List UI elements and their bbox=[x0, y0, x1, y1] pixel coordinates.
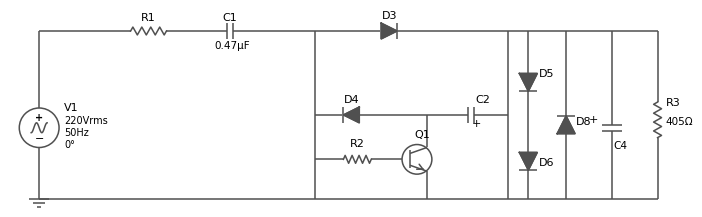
Text: D6: D6 bbox=[539, 158, 555, 168]
Text: R2: R2 bbox=[350, 140, 365, 150]
Polygon shape bbox=[343, 107, 359, 123]
Text: C2: C2 bbox=[476, 95, 491, 105]
Polygon shape bbox=[381, 23, 397, 39]
Text: 405Ω: 405Ω bbox=[665, 117, 693, 127]
Text: 0°: 0° bbox=[64, 140, 75, 150]
Text: C1: C1 bbox=[223, 13, 237, 23]
Polygon shape bbox=[519, 73, 537, 91]
Text: D4: D4 bbox=[343, 95, 359, 105]
Polygon shape bbox=[557, 116, 575, 134]
Text: 220Vrms: 220Vrms bbox=[64, 116, 108, 126]
Text: Q1: Q1 bbox=[414, 130, 430, 140]
Text: +: + bbox=[589, 115, 599, 125]
Text: −: − bbox=[34, 134, 44, 144]
Polygon shape bbox=[519, 152, 537, 170]
Text: +: + bbox=[35, 113, 44, 123]
Text: R1: R1 bbox=[141, 13, 156, 23]
Text: 0.47μF: 0.47μF bbox=[214, 41, 250, 51]
Text: D5: D5 bbox=[539, 69, 555, 79]
Text: D8: D8 bbox=[576, 117, 592, 127]
Text: +: + bbox=[472, 119, 482, 129]
Text: V1: V1 bbox=[64, 103, 79, 113]
Text: R3: R3 bbox=[665, 98, 680, 108]
Text: 50Hz: 50Hz bbox=[64, 128, 88, 138]
Text: D3: D3 bbox=[381, 11, 397, 21]
Text: C4: C4 bbox=[614, 141, 628, 151]
